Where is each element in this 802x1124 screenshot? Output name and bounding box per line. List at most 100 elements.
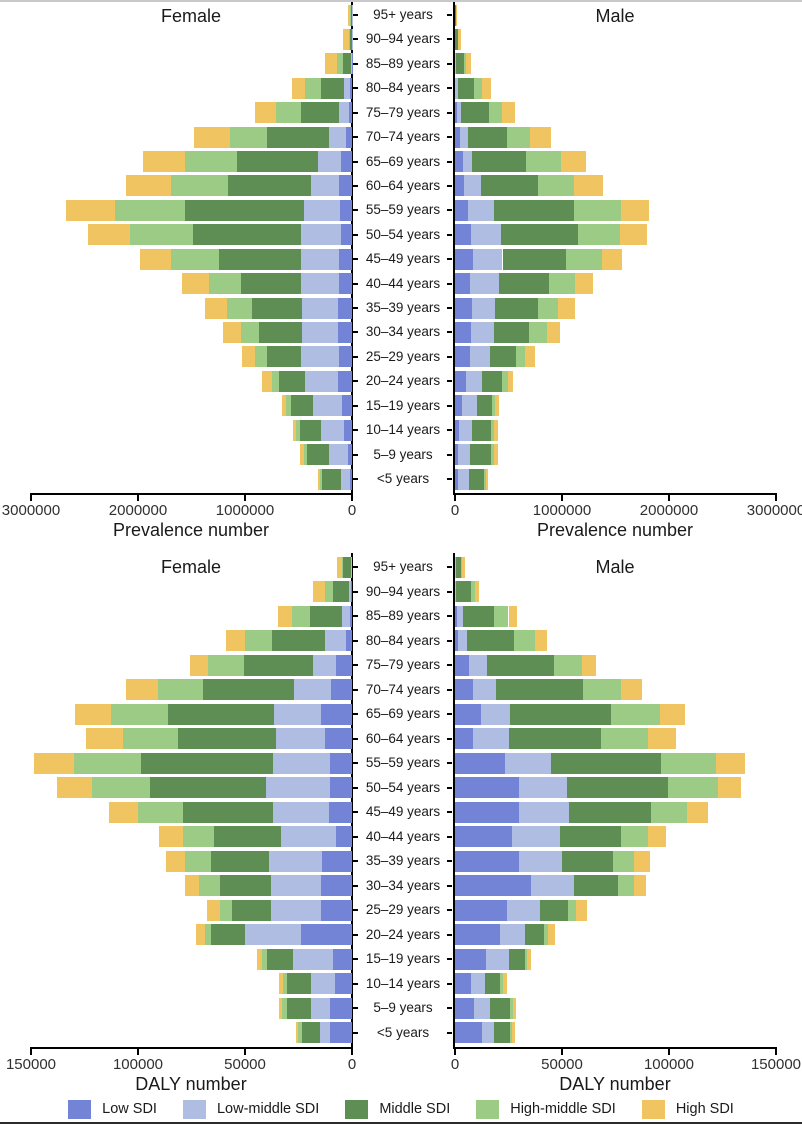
bar-segment-male-3 xyxy=(529,322,548,343)
bar-segment-female-3 xyxy=(262,948,268,970)
bar-segment-female-2 xyxy=(300,102,339,124)
bar-segment-male-0 xyxy=(455,297,472,319)
age-group-label: 60–64 years xyxy=(365,177,441,193)
bar-segment-male-0 xyxy=(455,703,481,725)
bar-segment-female-4 xyxy=(337,556,343,578)
age-group-label: 45–49 years xyxy=(365,251,441,267)
age-group-label: 70–74 years xyxy=(365,681,441,697)
bar-segment-male-1 xyxy=(473,248,503,270)
bar-segment-male-2 xyxy=(485,973,501,994)
bar-segment-female-2 xyxy=(267,346,301,368)
bar-segment-female-2 xyxy=(301,1022,321,1043)
bar-segment-female-4 xyxy=(278,973,283,994)
age-group-label: 80–84 years xyxy=(365,80,441,96)
age-group-label: 55–59 years xyxy=(365,202,441,218)
bar-segment-female-0 xyxy=(332,948,352,970)
bar-segment-male-1 xyxy=(480,703,510,725)
bar-segment-female-2 xyxy=(203,679,295,700)
bar-segment-male-0 xyxy=(455,322,472,343)
y-axis-tick xyxy=(447,958,452,960)
bar-segment-female-2 xyxy=(231,899,271,921)
bar-segment-female-4 xyxy=(324,53,338,75)
bar-segment-male-2 xyxy=(499,273,550,295)
female-y-axis-line xyxy=(351,2,353,493)
bar-segment-male-4 xyxy=(621,199,650,221)
bar-segment-male-1 xyxy=(518,777,567,798)
x-axis-tick xyxy=(351,1049,353,1055)
bar-segment-male-2 xyxy=(490,346,516,368)
bar-segment-male-4 xyxy=(493,419,498,441)
bar-segment-male-2 xyxy=(463,605,495,627)
bar-segment-female-4 xyxy=(66,199,115,221)
bar-segment-male-3 xyxy=(612,850,634,872)
bar-segment-female-1 xyxy=(276,728,326,749)
bar-segment-female-1 xyxy=(343,77,350,99)
bar-segment-male-3 xyxy=(611,703,660,725)
bar-segment-female-1 xyxy=(270,899,322,921)
bar-segment-female-4 xyxy=(278,605,292,627)
bar-segment-male-2 xyxy=(467,126,507,148)
female-y-axis-line xyxy=(351,553,353,1047)
y-axis-tick xyxy=(447,380,452,383)
bar-segment-male-3 xyxy=(566,248,603,270)
age-group-label: 10–14 years xyxy=(365,422,441,438)
legend-label: Low SDI xyxy=(102,1101,157,1117)
bar-segment-male-3 xyxy=(538,297,559,319)
legend-swatch xyxy=(68,1099,92,1119)
bar-segment-female-1 xyxy=(329,444,348,466)
x-axis-tick-label: 0 xyxy=(347,1056,357,1073)
y-axis-tick xyxy=(447,1031,452,1034)
bar-segment-female-1 xyxy=(312,395,342,417)
y-axis-tick xyxy=(447,14,452,16)
bar-segment-male-0 xyxy=(455,801,519,823)
y-axis-tick xyxy=(353,355,358,358)
y-axis-tick xyxy=(447,209,452,212)
x-axis-tick xyxy=(561,495,563,501)
bar-segment-female-1 xyxy=(300,273,340,295)
y-axis-tick xyxy=(353,331,358,334)
bar-segment-male-2 xyxy=(509,703,611,725)
x-axis-tick xyxy=(244,495,246,501)
bar-segment-male-4 xyxy=(659,703,685,725)
bar-segment-female-0 xyxy=(301,924,352,945)
bar-segment-male-4 xyxy=(560,151,586,172)
y-axis-tick xyxy=(353,835,358,838)
bar-segment-male-4 xyxy=(715,752,745,774)
bar-segment-male-3 xyxy=(524,948,528,970)
y-axis-tick xyxy=(447,762,452,764)
bar-segment-male-3 xyxy=(491,395,495,417)
y-axis-tick xyxy=(447,884,452,887)
bar-segment-female-3 xyxy=(184,151,238,172)
bar-segment-male-2 xyxy=(525,924,545,945)
bar-segment-female-2 xyxy=(343,53,351,75)
y-axis-tick xyxy=(447,933,452,936)
bar-segment-male-4 xyxy=(582,654,597,676)
bar-segment-male-1 xyxy=(471,322,494,343)
bar-segment-male-1 xyxy=(465,370,483,392)
age-group-label: 85–89 years xyxy=(365,55,441,71)
bar-segment-female-3 xyxy=(349,28,350,50)
bar-segment-male-4 xyxy=(512,997,516,1019)
bar-segment-female-4 xyxy=(74,703,111,725)
bar-segment-female-4 xyxy=(88,224,130,246)
age-group-label: 30–34 years xyxy=(365,877,441,893)
bar-segment-male-4 xyxy=(633,875,647,896)
bar-segment-female-4 xyxy=(279,997,283,1019)
bar-segment-female-3 xyxy=(241,322,259,343)
bar-segment-male-3 xyxy=(620,826,649,847)
bar-segment-male-3 xyxy=(574,199,622,221)
y-axis-tick xyxy=(447,282,452,285)
y-axis-tick xyxy=(353,762,358,764)
y-axis-tick xyxy=(353,184,358,187)
bar-segment-female-0 xyxy=(329,752,352,774)
age-group-label: 25–29 years xyxy=(365,348,441,364)
bar-segment-male-0 xyxy=(455,126,461,148)
bar-segment-female-3 xyxy=(74,752,142,774)
bar-segment-male-1 xyxy=(470,273,500,295)
bar-segment-female-1 xyxy=(272,752,330,774)
x-axis-tick-label: 100000 xyxy=(112,1056,164,1073)
bar-segment-male-2 xyxy=(501,224,579,246)
bar-segment-female-1 xyxy=(300,224,341,246)
bar-segment-female-4 xyxy=(254,102,276,124)
bar-segment-male-4 xyxy=(575,899,588,921)
